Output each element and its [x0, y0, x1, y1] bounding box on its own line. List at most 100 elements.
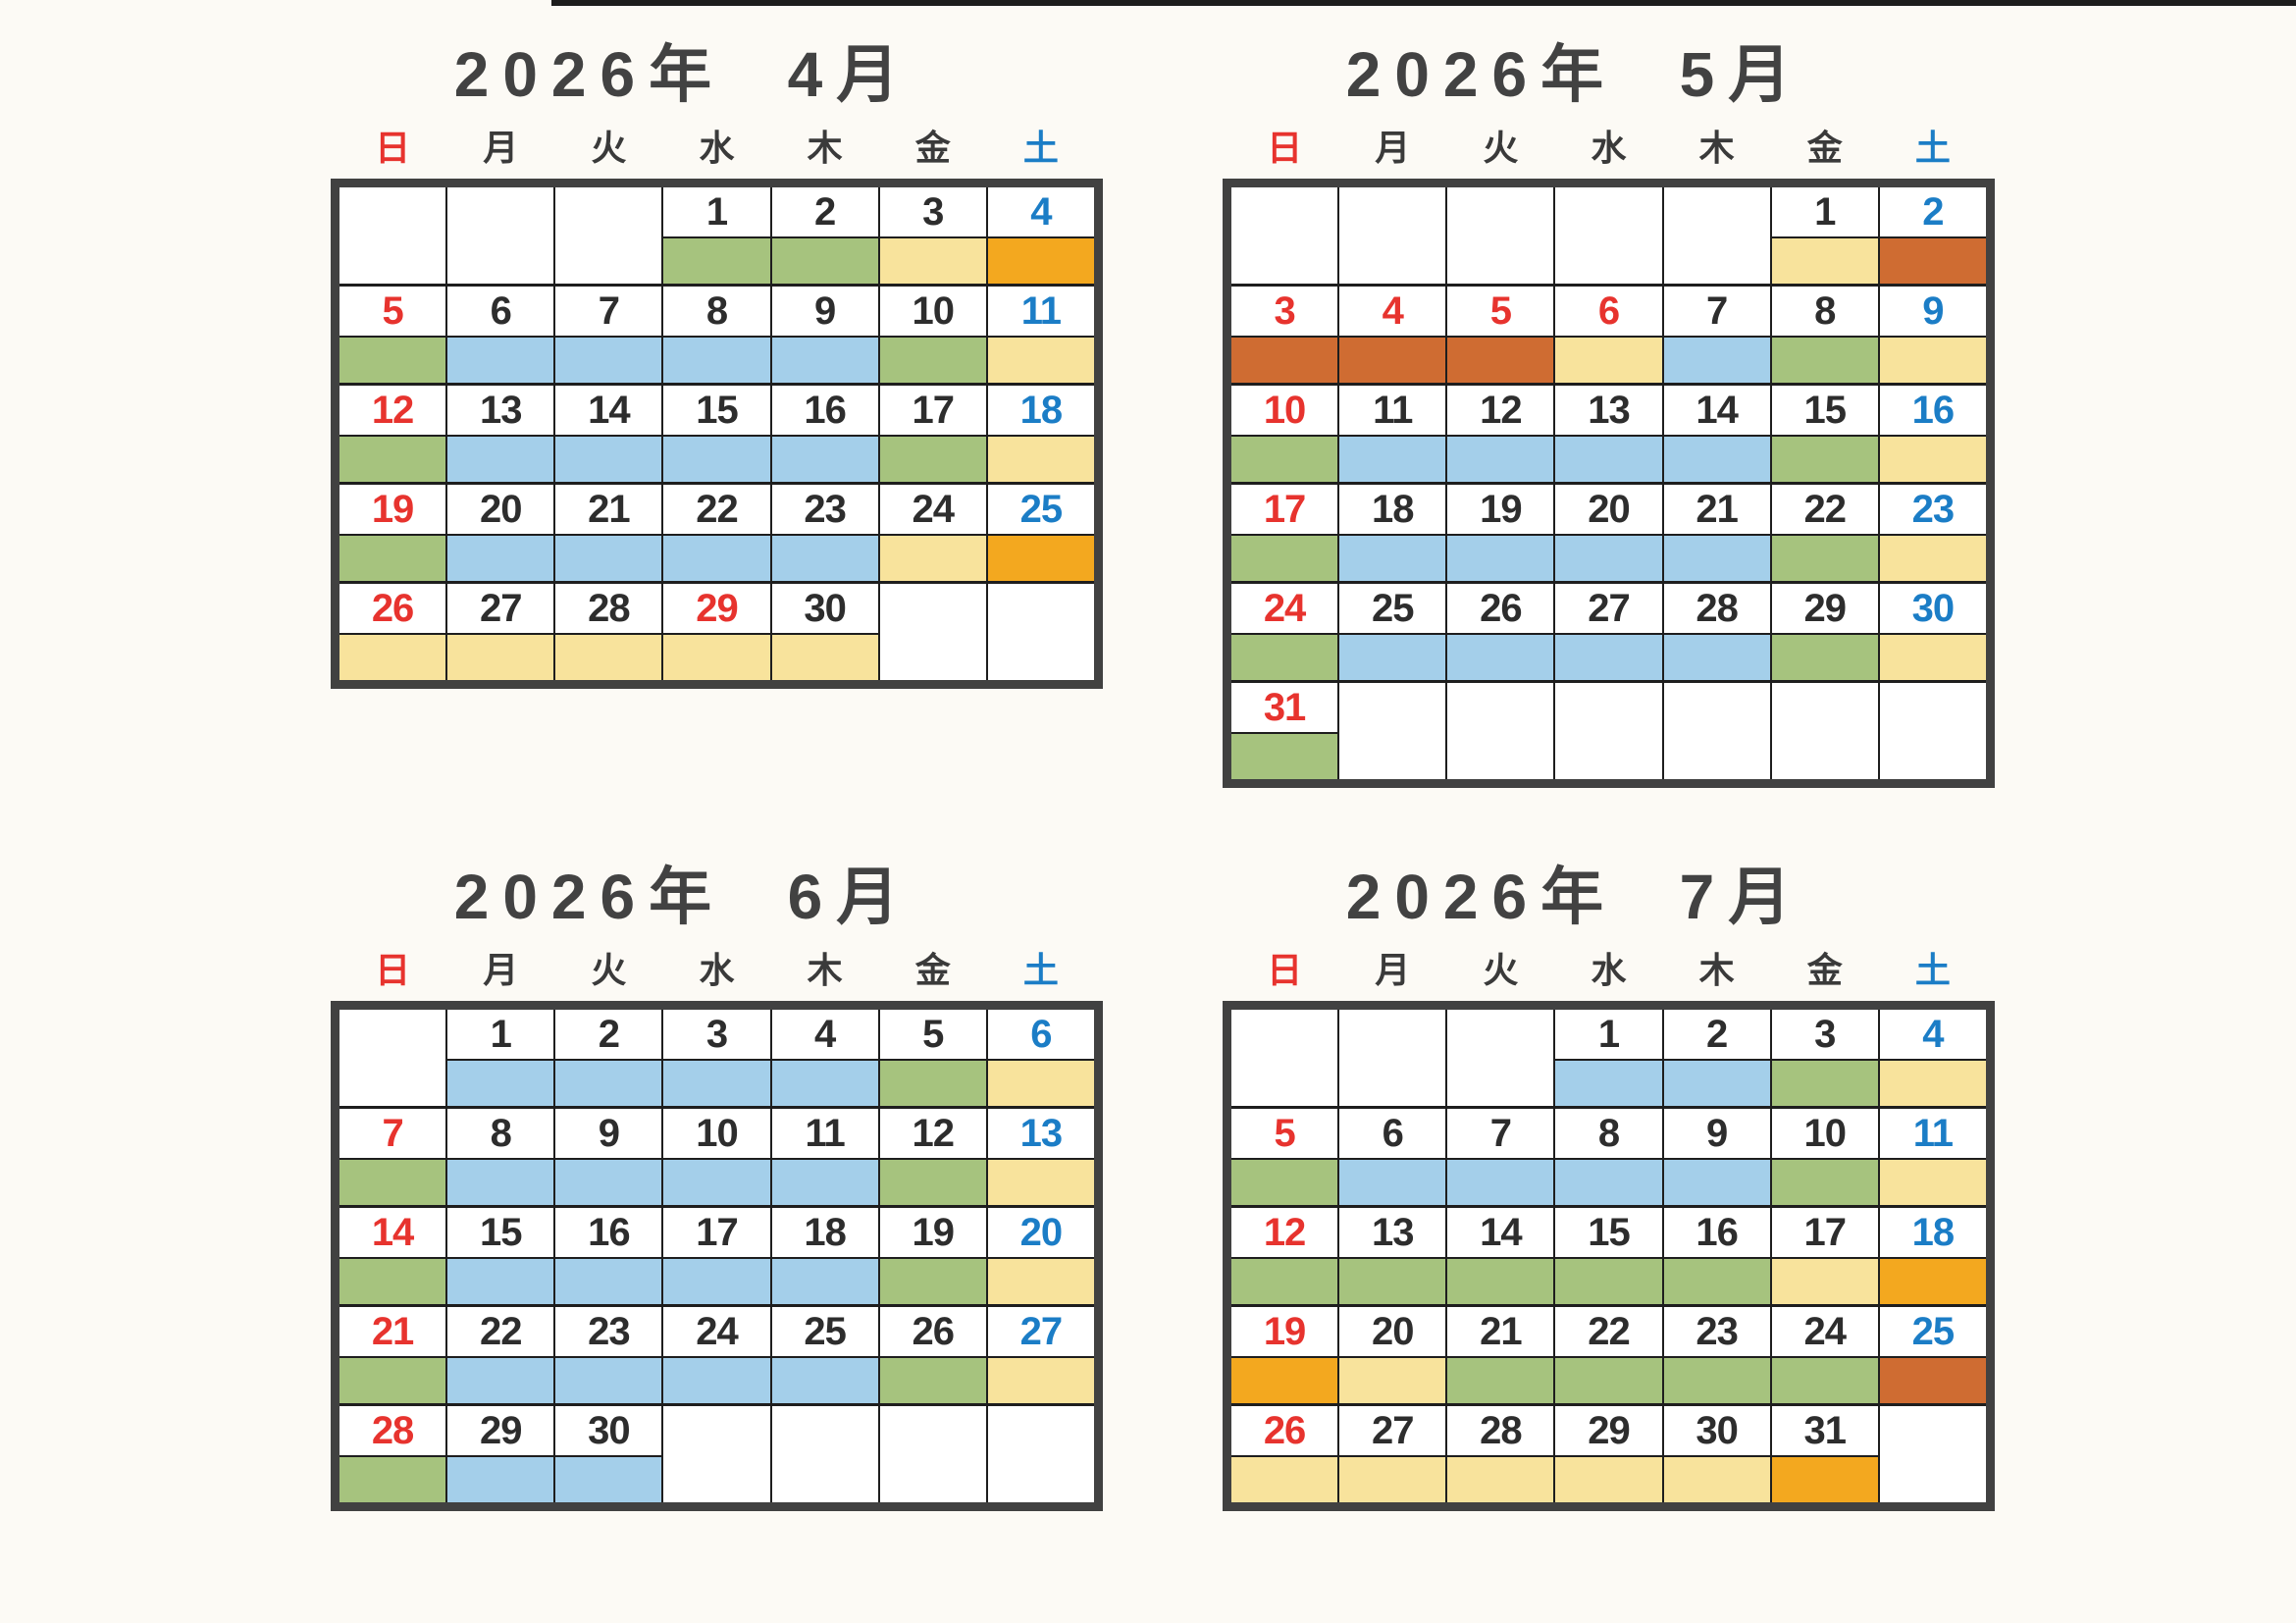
shift-band-orange: [987, 536, 1094, 581]
day-number: 30: [1663, 1406, 1770, 1457]
shift-band-green: [339, 1358, 446, 1403]
day-cell: 14: [1447, 1208, 1556, 1304]
weekday-header: 月: [483, 950, 519, 990]
shift-band-blue: [663, 1259, 770, 1304]
day-cell: 3: [1771, 1010, 1880, 1106]
weekday-header: 金: [914, 128, 951, 168]
day-number: 4: [771, 1010, 878, 1061]
day-cell: 19: [879, 1208, 988, 1304]
shift-band-cream: [1879, 1160, 1986, 1205]
shift-band-none: [663, 1406, 770, 1502]
day-number: 21: [1663, 485, 1770, 536]
shift-band-cream: [1339, 1457, 1446, 1502]
day-number: 24: [879, 485, 986, 536]
shift-band-green: [1231, 437, 1338, 482]
day-number: 14: [339, 1208, 446, 1259]
shift-band-cream: [1231, 1457, 1338, 1502]
day-cell: 16: [1663, 1208, 1772, 1304]
shift-band-blue: [1663, 437, 1770, 482]
day-number: 17: [1771, 1208, 1878, 1259]
shift-band-green: [1231, 1160, 1338, 1205]
week-row: 7 8 9 10 11 12 13: [339, 1109, 1094, 1208]
week-row: 12 13 14 15 16 17 18: [1231, 1208, 1986, 1307]
shift-band-blue: [555, 338, 662, 383]
calendar-grid: 1 2 3 4 5 6 7 8 9 10 11 12 13 14 15 16 17 18 19 20 21 22 23 24 2…: [1223, 1001, 1995, 1511]
shift-band-green: [339, 338, 446, 383]
empty-cell: [879, 584, 988, 680]
day-number: 19: [879, 1208, 986, 1259]
day-cell: 18: [1879, 1208, 1986, 1304]
day-number: 11: [771, 1109, 878, 1160]
shift-band-green: [879, 1160, 986, 1205]
day-number: 17: [879, 386, 986, 437]
weekday-header: 水: [1591, 950, 1627, 990]
weekday-header: 土: [1022, 950, 1059, 990]
day-number: 12: [339, 386, 446, 437]
day-number: 1: [447, 1010, 554, 1061]
day-number: 25: [987, 485, 1094, 536]
day-cell: 21: [555, 485, 664, 581]
day-number: 19: [1231, 1307, 1338, 1358]
day-number: 21: [1447, 1307, 1554, 1358]
day-number: 26: [1231, 1406, 1338, 1457]
day-cell: 28: [339, 1406, 448, 1502]
empty-cell: [1555, 187, 1664, 284]
day-cell: 6: [987, 1010, 1094, 1106]
shift-band-cream: [1771, 238, 1878, 284]
day-number: 3: [879, 187, 986, 238]
day-number: 20: [1555, 485, 1662, 536]
day-cell: 27: [987, 1307, 1094, 1403]
day-number: 8: [663, 287, 770, 338]
day-number: 3: [663, 1010, 770, 1061]
day-cell: 4: [987, 187, 1094, 284]
day-cell: 29: [1555, 1406, 1664, 1502]
day-cell: 26: [1447, 584, 1556, 680]
week-row: 10 11 12 13 14 15 16: [1231, 386, 1986, 485]
week-row: 17 18 19 20 21 22 23: [1231, 485, 1986, 584]
weekday-header: 日: [1267, 128, 1303, 168]
day-number: 27: [987, 1307, 1094, 1358]
day-number: 22: [1555, 1307, 1662, 1358]
day-number: 15: [1555, 1208, 1662, 1259]
shift-band-green: [1231, 734, 1338, 779]
shift-band-blue: [447, 536, 554, 581]
shift-band-none: [1231, 1010, 1338, 1106]
day-number: 10: [663, 1109, 770, 1160]
day-cell: 29: [1771, 584, 1880, 680]
day-number: 4: [1879, 1010, 1986, 1061]
shift-band-green: [1771, 1160, 1878, 1205]
shift-band-green: [1555, 1358, 1662, 1403]
day-cell: 5: [1447, 287, 1556, 383]
empty-cell: [1771, 683, 1880, 779]
empty-cell: [1231, 187, 1340, 284]
day-cell: 12: [339, 386, 448, 482]
day-cell: 16: [1879, 386, 1986, 482]
shift-band-green: [663, 238, 770, 284]
day-number: 6: [447, 287, 554, 338]
shift-band-blue: [1663, 536, 1770, 581]
day-cell: 19: [1231, 1307, 1340, 1403]
shift-band-cream: [1879, 437, 1986, 482]
shift-band-none: [555, 187, 662, 284]
shift-band-cream: [771, 635, 878, 680]
day-cell: 7: [1663, 287, 1772, 383]
day-number: 5: [339, 287, 446, 338]
shift-band-blue: [555, 1160, 662, 1205]
day-cell: 17: [879, 386, 988, 482]
weekday-header: 火: [1483, 128, 1519, 168]
day-number: 29: [1771, 584, 1878, 635]
shift-band-blue: [1555, 437, 1662, 482]
day-number: 29: [663, 584, 770, 635]
day-cell: 22: [663, 485, 772, 581]
day-number: 29: [1555, 1406, 1662, 1457]
shift-band-cream: [987, 1061, 1094, 1106]
weekday-header: 金: [914, 950, 951, 990]
day-cell: 12: [879, 1109, 988, 1205]
day-cell: 23: [1663, 1307, 1772, 1403]
empty-cell: [1663, 683, 1772, 779]
day-number: 19: [1447, 485, 1554, 536]
empty-cell: [447, 187, 556, 284]
shift-band-green: [771, 238, 878, 284]
day-cell: 7: [555, 287, 664, 383]
